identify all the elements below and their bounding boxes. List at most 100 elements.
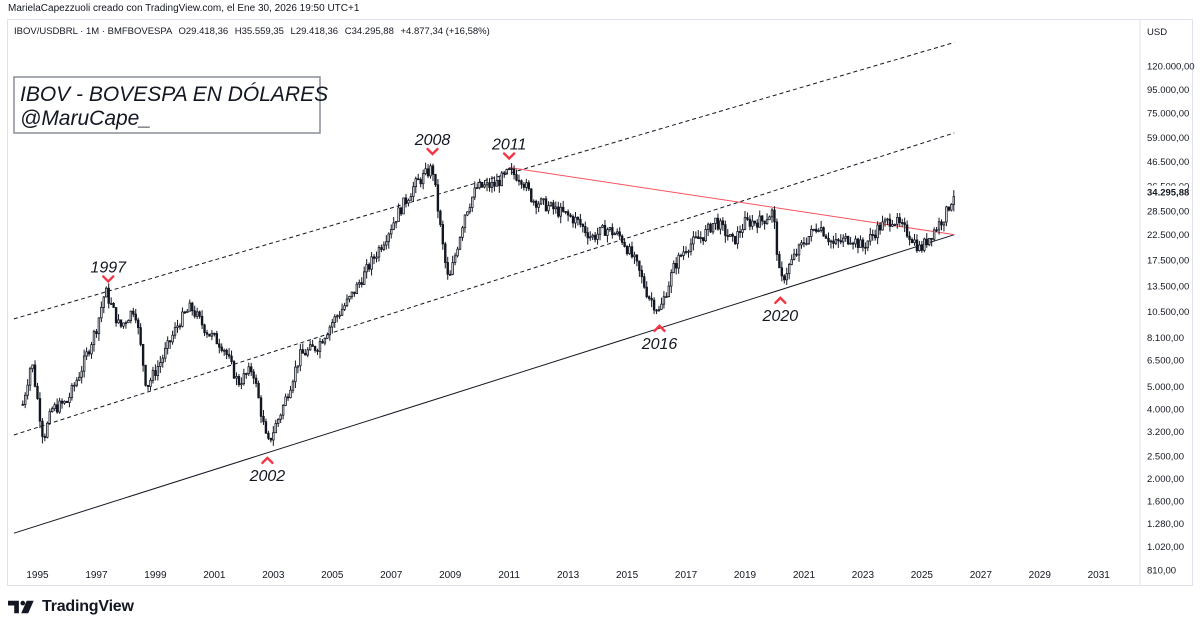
candle-body xyxy=(277,418,280,424)
candle xyxy=(173,322,177,339)
symbol-info: IBOV/USDBRL · 1M · BMFBOVESPA O29.418,36… xyxy=(14,26,490,37)
candle-body xyxy=(616,231,619,235)
candle xyxy=(930,237,933,247)
candle xyxy=(844,233,847,242)
candle-body xyxy=(141,344,145,366)
annotation-label: 2020 xyxy=(762,308,799,325)
candle-body xyxy=(426,168,430,177)
annotation-1997: 1997 xyxy=(90,259,127,284)
candle-body xyxy=(85,351,88,357)
candle-body xyxy=(790,259,793,265)
candle xyxy=(311,339,314,347)
candle xyxy=(652,297,656,314)
candle-body xyxy=(947,206,951,211)
candle-body xyxy=(466,211,469,216)
candle-body xyxy=(507,168,511,171)
candle xyxy=(242,368,246,386)
candle-body xyxy=(598,226,602,235)
candle xyxy=(873,229,877,241)
candle xyxy=(846,235,850,246)
chevron-up-icon xyxy=(653,324,666,333)
candle xyxy=(797,243,801,262)
candle xyxy=(800,239,803,249)
candle-body xyxy=(345,298,349,307)
candle-body xyxy=(557,206,560,217)
candle-body xyxy=(318,341,322,352)
candle-body xyxy=(431,165,435,175)
candle xyxy=(402,197,405,215)
candle-body xyxy=(827,237,830,243)
candle-body xyxy=(500,172,503,187)
candle-body xyxy=(399,207,403,215)
x-tick-label: 2009 xyxy=(439,570,462,581)
candle xyxy=(483,180,486,189)
candle xyxy=(534,199,538,215)
candle xyxy=(78,372,81,382)
candle-body xyxy=(542,198,545,201)
candle-body xyxy=(97,317,101,335)
candle-body xyxy=(119,319,123,327)
candle xyxy=(736,226,739,249)
candle xyxy=(581,223,585,233)
candle xyxy=(731,232,734,242)
candle xyxy=(780,261,784,282)
candle-body xyxy=(901,222,904,224)
x-tick-label: 2027 xyxy=(970,570,993,581)
candle xyxy=(903,217,906,233)
candle-body xyxy=(338,314,341,317)
candle-body xyxy=(129,310,133,321)
candle-body xyxy=(109,302,113,305)
candle-body xyxy=(950,203,953,211)
candle-body xyxy=(694,236,698,239)
candle-body xyxy=(335,315,339,318)
candle xyxy=(537,201,540,213)
candle xyxy=(495,173,499,187)
candle xyxy=(552,199,555,215)
candle-body xyxy=(896,217,899,225)
candle xyxy=(68,392,71,408)
annotation-label: 1997 xyxy=(90,259,127,276)
y-tick-label: 28.500,00 xyxy=(1147,206,1189,217)
title-box: IBOV - BOVESPA EN DÓLARES @MaruCape_ xyxy=(13,76,328,134)
candle xyxy=(87,349,91,357)
candle-body xyxy=(834,239,838,244)
x-tick-label: 2007 xyxy=(380,570,403,581)
candle-body xyxy=(512,168,516,175)
candle-body xyxy=(188,302,191,312)
x-tick-label: 2019 xyxy=(734,570,757,581)
candle xyxy=(525,178,528,192)
candle xyxy=(719,218,722,235)
candle-body xyxy=(869,234,872,242)
candle-body xyxy=(95,331,98,335)
candle-body xyxy=(191,302,194,312)
chart-canvas[interactable]: 1997 2002 2008 2011 2016 2020 IBOV/USDBRL · 1… xyxy=(0,0,1200,600)
candle xyxy=(756,219,759,234)
candle-body xyxy=(733,235,737,245)
candle-body xyxy=(687,250,690,253)
candle-body xyxy=(657,308,661,312)
candle-body xyxy=(498,179,501,187)
y-tick-label: 2.500,00 xyxy=(1147,452,1184,463)
candle-body xyxy=(490,181,494,188)
candle xyxy=(593,231,597,243)
time-axis[interactable]: 1995 1997 1999 2001 2003 2005 2007 2009 2011 2013… xyxy=(26,570,1110,581)
candle xyxy=(677,252,680,274)
y-tick-label: 1.280,00 xyxy=(1147,519,1184,530)
candle xyxy=(235,372,238,386)
candle-body xyxy=(729,233,732,237)
candle xyxy=(829,239,833,249)
candle-body xyxy=(235,376,238,379)
candle xyxy=(41,418,44,444)
x-tick-label: 1997 xyxy=(85,570,108,581)
candle-body xyxy=(736,231,739,245)
price-axis[interactable]: USD 120.000,00 95.000,00 75.000,00 59.000,0… xyxy=(1139,20,1195,585)
candle-body xyxy=(75,379,78,386)
candle xyxy=(417,173,420,181)
candle-body xyxy=(770,209,774,218)
y-tick-label: 10.500,00 xyxy=(1147,307,1189,318)
candle-body xyxy=(377,247,381,258)
candle-body xyxy=(343,305,346,310)
candle-body xyxy=(392,222,395,230)
candle xyxy=(898,212,901,227)
candle xyxy=(694,231,698,239)
